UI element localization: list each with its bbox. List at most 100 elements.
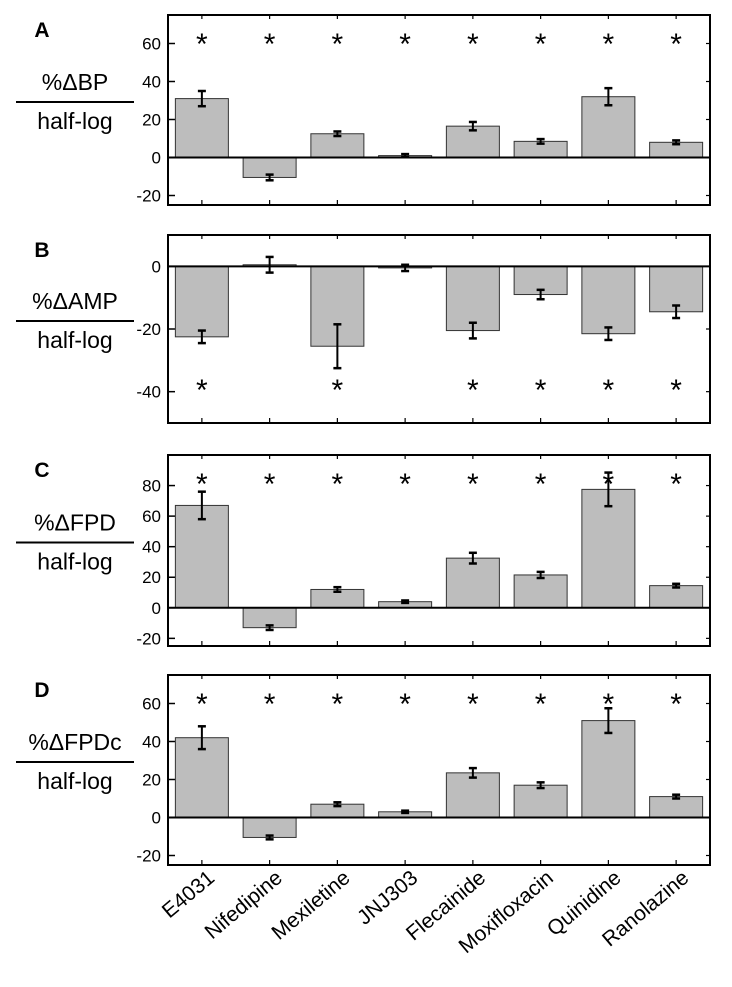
bar-quinidine — [581, 265, 636, 335]
y-tick-label: 60 — [142, 695, 161, 714]
significance-marker: * — [535, 688, 547, 721]
bar-flecainide — [445, 265, 500, 332]
bar-flecainide — [445, 557, 500, 609]
significance-marker: * — [467, 688, 479, 721]
y-axis-label-bottom: half-log — [37, 327, 112, 353]
x-category-label: E4031 — [158, 866, 219, 923]
significance-marker: * — [332, 374, 344, 407]
error-bar — [401, 599, 410, 605]
significance-marker: * — [196, 28, 208, 61]
y-tick-label: -20 — [136, 847, 161, 866]
y-axis-label-top: %ΔBP — [42, 69, 109, 95]
significance-marker: * — [670, 468, 682, 501]
significance-marker: * — [264, 468, 276, 501]
bar-quinidine — [581, 720, 636, 818]
bar-quinidine — [581, 96, 636, 158]
y-axis-label-top: %ΔAMP — [32, 288, 118, 314]
error-bar — [604, 707, 613, 735]
significance-marker: * — [535, 468, 547, 501]
error-bar — [401, 809, 410, 815]
error-bar — [468, 766, 477, 779]
error-bar — [333, 585, 342, 594]
y-tick-label: -40 — [136, 383, 161, 402]
y-tick-label: 20 — [142, 771, 161, 790]
significance-marker: * — [196, 374, 208, 407]
y-tick-label: 20 — [142, 568, 161, 587]
bar-quinidine — [581, 488, 636, 609]
error-bar — [672, 793, 681, 800]
bar-e4031 — [174, 98, 229, 158]
error-bar — [197, 490, 206, 521]
error-bar — [197, 725, 206, 751]
significance-marker: * — [467, 28, 479, 61]
y-tick-label: -20 — [136, 629, 161, 648]
error-bar — [536, 781, 545, 790]
bar-e4031 — [174, 504, 229, 609]
bar-moxifloxacin — [513, 574, 568, 609]
y-tick-label: -20 — [136, 320, 161, 339]
significance-marker: * — [196, 688, 208, 721]
y-tick-label: 0 — [152, 809, 161, 828]
significance-marker: * — [332, 28, 344, 61]
error-bar — [197, 89, 206, 108]
y-axis-label-top: %ΔFPDc — [28, 729, 121, 755]
error-bar — [333, 801, 342, 808]
error-bar — [604, 471, 613, 508]
significance-marker: * — [603, 688, 615, 721]
significance-marker: * — [670, 374, 682, 407]
error-bar — [536, 570, 545, 580]
panel-letter: D — [34, 679, 49, 702]
significance-marker: * — [535, 28, 547, 61]
error-bar — [536, 137, 545, 145]
significance-marker: * — [603, 468, 615, 501]
error-bar — [265, 624, 274, 632]
y-tick-label: 80 — [142, 477, 161, 496]
y-tick-label: -20 — [136, 187, 161, 206]
panel-letter: B — [34, 239, 49, 262]
y-axis-label-bottom: half-log — [37, 108, 112, 134]
y-axis-label-bottom: half-log — [37, 549, 112, 575]
error-bar — [604, 326, 613, 342]
significance-marker: * — [603, 374, 615, 407]
bar-ranolazine — [649, 585, 704, 609]
bar-e4031 — [174, 265, 229, 338]
significance-marker: * — [603, 28, 615, 61]
panel-a: A %ΔBP half-log -20 0 20 40 60 * * * * * * * * — [16, 14, 711, 206]
bar-ranolazine — [649, 265, 704, 313]
error-bar — [401, 152, 410, 159]
error-bar — [401, 263, 410, 273]
error-bar — [468, 321, 477, 340]
significance-marker: * — [467, 468, 479, 501]
significance-marker: * — [264, 688, 276, 721]
error-bar — [468, 120, 477, 132]
error-bar — [672, 139, 681, 146]
y-axis-label-top: %ΔFPD — [34, 510, 116, 536]
y-axis-label-bottom: half-log — [37, 768, 112, 794]
significance-marker: * — [332, 468, 344, 501]
significance-marker: * — [535, 374, 547, 407]
significance-marker: * — [399, 468, 411, 501]
y-tick-label: 0 — [152, 599, 161, 618]
bar-flecainide — [445, 125, 500, 159]
plot-frame — [167, 674, 711, 866]
y-tick-label: 60 — [142, 35, 161, 54]
significance-marker: * — [670, 28, 682, 61]
error-bar — [265, 834, 274, 841]
error-bar — [265, 173, 274, 182]
panel-c: C %ΔFPD half-log -20 0 20 40 60 80 * * * * * * * * — [16, 454, 711, 648]
error-bar — [333, 130, 342, 138]
plot-frame — [167, 14, 711, 206]
y-tick-label: 0 — [152, 257, 161, 276]
significance-marker: * — [670, 688, 682, 721]
bar-moxifloxacin — [513, 784, 568, 819]
y-tick-label: 0 — [152, 149, 161, 168]
panel-letter: C — [34, 459, 49, 482]
bar-flecainide — [445, 772, 500, 818]
significance-marker: * — [467, 374, 479, 407]
significance-marker: * — [332, 688, 344, 721]
y-tick-label: 60 — [142, 507, 161, 526]
error-bar — [468, 551, 477, 565]
significance-marker: * — [399, 28, 411, 61]
panel-d: D %ΔFPDc half-log -20 0 20 40 60 * * * * * * * * — [16, 674, 711, 866]
